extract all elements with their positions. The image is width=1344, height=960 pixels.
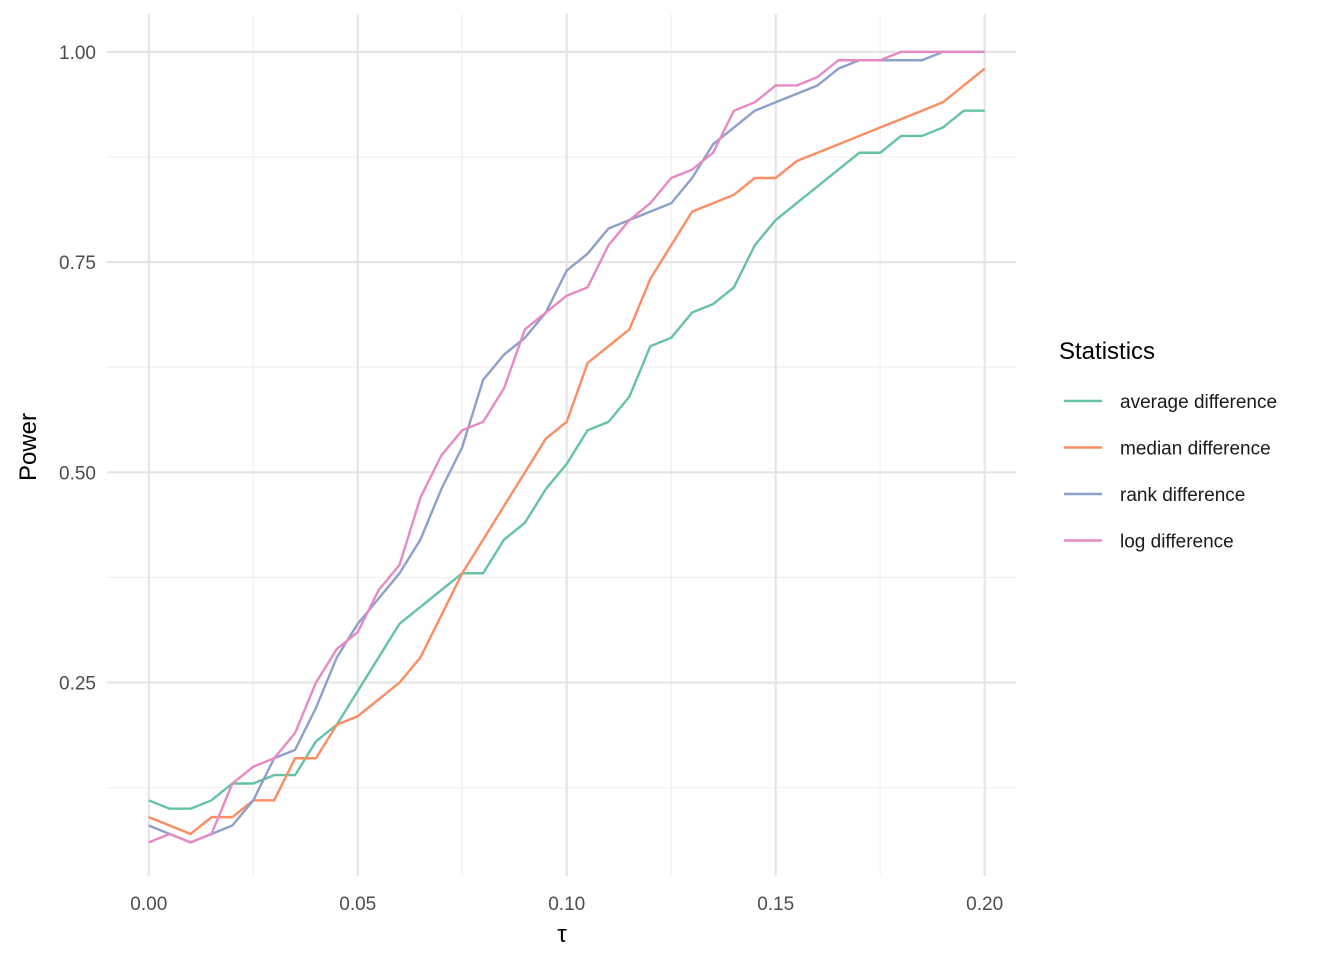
x-axis-title: τ (557, 921, 567, 948)
series-line-average-difference (148, 109, 985, 810)
y-tick-label: 0.25 (59, 674, 96, 695)
x-axis-ticks: 0.00 0.05 0.10 0.15 0.20 (130, 894, 1003, 915)
series-lines (148, 50, 986, 844)
series-line-log-difference (148, 50, 985, 844)
y-axis-title: Power (15, 413, 42, 481)
legend-item: average difference (1064, 392, 1277, 413)
x-tick-label: 0.10 (548, 894, 585, 915)
legend-label: rank difference (1120, 485, 1245, 506)
legend-item: median difference (1064, 439, 1271, 460)
x-tick-label: 0.05 (339, 894, 376, 915)
legend-item: rank difference (1064, 485, 1245, 506)
grid (107, 14, 1016, 876)
legend: Statistics average difference median diff… (1059, 338, 1277, 553)
y-tick-label: 0.75 (59, 253, 96, 274)
series-line-median-difference (148, 67, 986, 836)
y-tick-label: 0.50 (59, 463, 96, 484)
x-tick-label: 0.00 (130, 894, 167, 915)
series-line-rank-difference (148, 50, 985, 844)
y-axis-ticks: 0.25 0.50 0.75 1.00 (59, 43, 96, 695)
legend-label: median difference (1120, 439, 1271, 460)
legend-label: log difference (1120, 532, 1234, 553)
legend-item: log difference (1064, 532, 1234, 553)
x-tick-label: 0.15 (757, 894, 794, 915)
legend-title: Statistics (1059, 338, 1155, 365)
y-tick-label: 1.00 (59, 43, 96, 64)
x-tick-label: 0.20 (966, 894, 1003, 915)
legend-label: average difference (1120, 392, 1277, 413)
legend-items: average difference median difference rank … (1064, 392, 1277, 553)
